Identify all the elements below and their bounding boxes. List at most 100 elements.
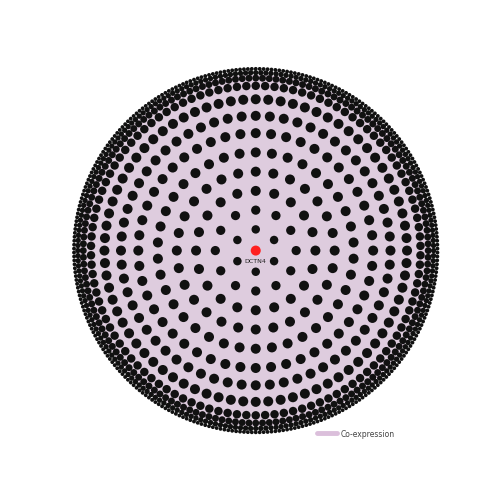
Circle shape: [147, 396, 151, 400]
Circle shape: [413, 279, 422, 287]
Circle shape: [305, 368, 315, 378]
Circle shape: [419, 312, 424, 318]
Circle shape: [115, 154, 124, 162]
Circle shape: [308, 75, 312, 79]
Circle shape: [237, 380, 247, 390]
Circle shape: [87, 184, 93, 188]
Circle shape: [404, 146, 408, 150]
Circle shape: [223, 72, 228, 78]
Circle shape: [74, 220, 78, 223]
Circle shape: [270, 410, 279, 418]
Circle shape: [311, 323, 321, 333]
Circle shape: [81, 227, 88, 234]
Circle shape: [348, 390, 355, 398]
Circle shape: [121, 146, 129, 154]
Circle shape: [95, 160, 99, 164]
Circle shape: [307, 264, 317, 274]
Circle shape: [322, 84, 328, 89]
Circle shape: [130, 125, 137, 132]
Circle shape: [76, 268, 82, 274]
Circle shape: [379, 116, 383, 120]
Circle shape: [311, 168, 321, 178]
Circle shape: [118, 318, 128, 328]
Circle shape: [133, 117, 138, 122]
Circle shape: [373, 386, 377, 390]
Circle shape: [118, 128, 122, 132]
Circle shape: [416, 194, 423, 200]
Circle shape: [400, 140, 404, 144]
Circle shape: [291, 246, 301, 255]
Circle shape: [415, 223, 423, 232]
Circle shape: [117, 260, 127, 270]
Circle shape: [95, 196, 103, 204]
Circle shape: [96, 331, 101, 336]
Circle shape: [90, 307, 97, 314]
Circle shape: [434, 274, 438, 278]
Circle shape: [86, 320, 90, 324]
Circle shape: [170, 90, 176, 96]
Circle shape: [149, 104, 154, 110]
Circle shape: [394, 140, 399, 144]
Circle shape: [388, 140, 395, 147]
Circle shape: [123, 287, 133, 297]
Circle shape: [344, 317, 354, 327]
Circle shape: [99, 246, 109, 256]
Circle shape: [315, 420, 319, 424]
Circle shape: [139, 348, 149, 358]
Circle shape: [425, 293, 431, 298]
Circle shape: [254, 67, 257, 71]
Circle shape: [168, 328, 178, 338]
Circle shape: [405, 186, 414, 195]
Circle shape: [373, 117, 379, 122]
Circle shape: [232, 418, 239, 426]
Circle shape: [101, 220, 111, 230]
Circle shape: [312, 409, 319, 416]
Circle shape: [275, 96, 285, 106]
Circle shape: [144, 388, 150, 394]
Circle shape: [305, 122, 315, 132]
Circle shape: [252, 420, 259, 426]
Circle shape: [157, 98, 162, 103]
Circle shape: [430, 263, 436, 268]
Circle shape: [327, 86, 332, 92]
Circle shape: [403, 344, 408, 350]
Circle shape: [139, 143, 149, 153]
Circle shape: [219, 416, 226, 423]
Circle shape: [87, 312, 93, 318]
Circle shape: [283, 72, 289, 78]
Circle shape: [305, 83, 312, 90]
Circle shape: [80, 76, 431, 426]
Circle shape: [235, 342, 245, 352]
Circle shape: [278, 424, 284, 430]
Circle shape: [299, 280, 309, 290]
Circle shape: [150, 398, 154, 402]
Circle shape: [117, 140, 124, 147]
Circle shape: [250, 305, 261, 316]
Circle shape: [78, 218, 83, 223]
Circle shape: [196, 91, 205, 100]
Circle shape: [424, 298, 429, 304]
Circle shape: [102, 332, 109, 338]
Circle shape: [297, 332, 307, 342]
Circle shape: [271, 211, 280, 220]
Circle shape: [330, 136, 340, 146]
Circle shape: [157, 95, 161, 99]
Circle shape: [361, 396, 364, 400]
Circle shape: [141, 391, 145, 394]
Circle shape: [88, 174, 92, 178]
Circle shape: [277, 68, 281, 72]
Circle shape: [376, 384, 380, 387]
Circle shape: [332, 103, 341, 112]
Circle shape: [307, 402, 315, 410]
Circle shape: [186, 88, 193, 94]
Circle shape: [341, 108, 349, 116]
Circle shape: [211, 246, 220, 255]
Circle shape: [115, 366, 119, 370]
Circle shape: [367, 178, 377, 188]
Circle shape: [345, 96, 350, 101]
Circle shape: [231, 281, 240, 290]
Circle shape: [250, 94, 261, 104]
Circle shape: [92, 288, 101, 296]
Circle shape: [123, 204, 133, 214]
Circle shape: [402, 233, 412, 243]
